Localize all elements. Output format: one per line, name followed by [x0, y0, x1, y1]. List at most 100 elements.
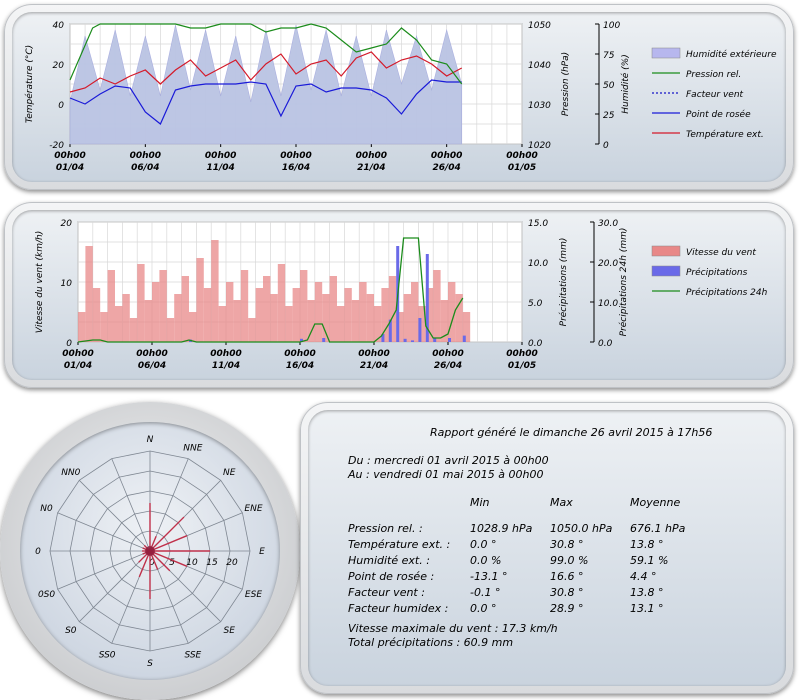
- wind-bar: [403, 294, 411, 342]
- legend-swatch: [651, 265, 681, 277]
- rain-bar: [411, 340, 414, 342]
- right-axis-2-tick-label: 75: [603, 51, 615, 61]
- right-axis-2-tick-label: 25: [603, 111, 615, 121]
- report-header-min: Min: [470, 496, 490, 509]
- rain-24h-line: [77, 237, 464, 343]
- right-axis-2-label: Humidité (%): [620, 54, 631, 113]
- rose-radial-tick-label: 5: [169, 558, 175, 568]
- report-rain-total: Total précipitations : 60.9 mm: [348, 636, 514, 649]
- report-cell-label: Point de rosée :: [348, 570, 435, 583]
- rain-bar: [433, 338, 437, 342]
- report-cell-max: 30.8 °: [550, 586, 584, 599]
- rose-radial-tick-label: 10: [186, 558, 198, 568]
- wind-rain-chart: 20 10 0 Vitesse du vent (km/h) 15.0 10.0 5.0 0.…: [35, 219, 768, 371]
- legend-label: Vitesse du vent: [686, 248, 756, 258]
- x-axis-tick-time: 00h00: [358, 349, 389, 359]
- report-cell-label: Température ext. :: [348, 538, 451, 551]
- wind-bar: [425, 288, 434, 342]
- rose-direction-label: SE: [223, 626, 235, 636]
- rose-wind-vector: [149, 550, 188, 567]
- wind-bar: [351, 300, 360, 342]
- rose-direction-label: 0: [35, 547, 41, 557]
- wind-bar: [307, 300, 315, 342]
- wind-bar: [255, 288, 263, 342]
- wind-bar: [366, 294, 374, 342]
- x-axis-tick-time: 00h00: [205, 151, 236, 161]
- wind-bar: [174, 294, 182, 342]
- x-axis-tick-time: 00h00: [136, 349, 167, 359]
- right-axis-1-label: Pression (hPa): [561, 52, 571, 116]
- x-axis-tick-date: 01/04: [56, 163, 84, 173]
- report-cell-max: 28.9 °: [550, 602, 584, 615]
- x-axis-tick-time: 00h00: [284, 349, 315, 359]
- report-cell-avg: 13.8 °: [630, 538, 664, 551]
- rose-spoke: [149, 458, 189, 552]
- temperature-chart-panel: 40 20 0 -20 Température (°C) 1050 1040 1030 1020…: [4, 4, 794, 190]
- x-axis-tick-date: 26/04: [432, 163, 460, 173]
- x-axis-tick-date: 01/05: [508, 163, 536, 173]
- wind-bar: [448, 282, 456, 342]
- right-axis-1-tick-label: 0.0: [528, 339, 543, 349]
- legend-label: Facteur vent: [686, 90, 744, 100]
- wind-bar: [263, 276, 271, 342]
- rose-direction-label: SSE: [184, 650, 201, 660]
- report-cell-avg: 13.8 °: [630, 586, 664, 599]
- series-line: [69, 23, 463, 85]
- wind-rose-frame: N NNE NE ENE E ESE SE SSE S SS0 S0 0S0 0 N0 NN0 0 5 10 15 2…: [20, 422, 280, 680]
- report-cell-max: 16.6 °: [550, 570, 584, 583]
- rain-bar: [418, 318, 422, 342]
- report-cell-label: Facteur vent :: [348, 586, 425, 599]
- x-axis-tick-date: 11/04: [212, 361, 240, 371]
- report-cell-min: 0.0 °: [470, 538, 497, 551]
- report-cell-min: 0.0 %: [470, 554, 502, 567]
- rose-spoke: [111, 458, 151, 552]
- x-axis-tick-date: 01/04: [64, 361, 92, 371]
- right-axis-1-tick-label: 1050: [528, 21, 551, 31]
- rose-direction-label: S: [147, 659, 153, 669]
- wind-bar: [388, 276, 397, 342]
- report-frame: Rapport généré le dimanche 26 avril 2015…: [308, 410, 786, 686]
- rain-bar: [322, 338, 326, 342]
- wind-bar: [189, 312, 197, 342]
- wind-bar: [300, 270, 308, 342]
- report-cell-avg: 676.1 hPa: [630, 522, 686, 535]
- right-axis-1-tick-label: 15.0: [528, 219, 548, 229]
- right-axis-2-tick-label: 30.0: [598, 219, 618, 229]
- rose-spoke: [57, 550, 151, 590]
- left-axis-label: Vitesse du vent (km/h): [35, 231, 45, 333]
- x-axis-tick-time: 00h00: [432, 349, 463, 359]
- rose-radial-tick-label: 15: [206, 558, 218, 568]
- left-axis-tick-label: 20: [53, 61, 65, 71]
- right-axis-2-tick-label: 0.0: [598, 339, 613, 349]
- x-axis-tick-date: 01/05: [508, 361, 536, 371]
- right-axis-1-tick-label: 1030: [528, 101, 551, 111]
- rose-spoke: [79, 550, 151, 622]
- x-axis-tick-time: 00h00: [210, 349, 241, 359]
- report-cell-max: 30.8 °: [550, 538, 584, 551]
- rose-direction-label: ESE: [245, 590, 262, 600]
- x-axis-tick-date: 26/04: [434, 361, 462, 371]
- wind-bar: [211, 240, 219, 342]
- wind-bar: [152, 282, 160, 342]
- left-axis-tick-label: 10: [61, 279, 73, 289]
- rain-bar: [388, 319, 392, 342]
- wind-bar: [144, 300, 152, 342]
- rose-wind-vector: [149, 535, 188, 552]
- wind-bar: [433, 270, 441, 342]
- legend-label: Précipitations: [686, 267, 748, 278]
- right-axis-2-tick-label: 10.0: [598, 299, 618, 309]
- legend-label: Pression rel.: [686, 70, 741, 80]
- rose-direction-label: NNE: [183, 444, 202, 454]
- series-line: [69, 79, 462, 125]
- rose-direction-label: NN0: [61, 468, 80, 478]
- x-axis-tick-time: 00h00: [356, 151, 387, 161]
- rose-radial-tick-label: 0: [149, 558, 155, 568]
- left-axis-tick-label: -20: [49, 141, 64, 151]
- wind-bar: [411, 282, 419, 342]
- x-axis-tick-date: 16/04: [282, 163, 310, 173]
- report-cell-avg: 4.4 °: [630, 570, 657, 583]
- wind-bar: [418, 306, 426, 342]
- x-axis-tick-time: 00h00: [431, 151, 462, 161]
- report-cell-max: 1050.0 hPa: [550, 522, 613, 535]
- legend-swatch: [651, 47, 681, 59]
